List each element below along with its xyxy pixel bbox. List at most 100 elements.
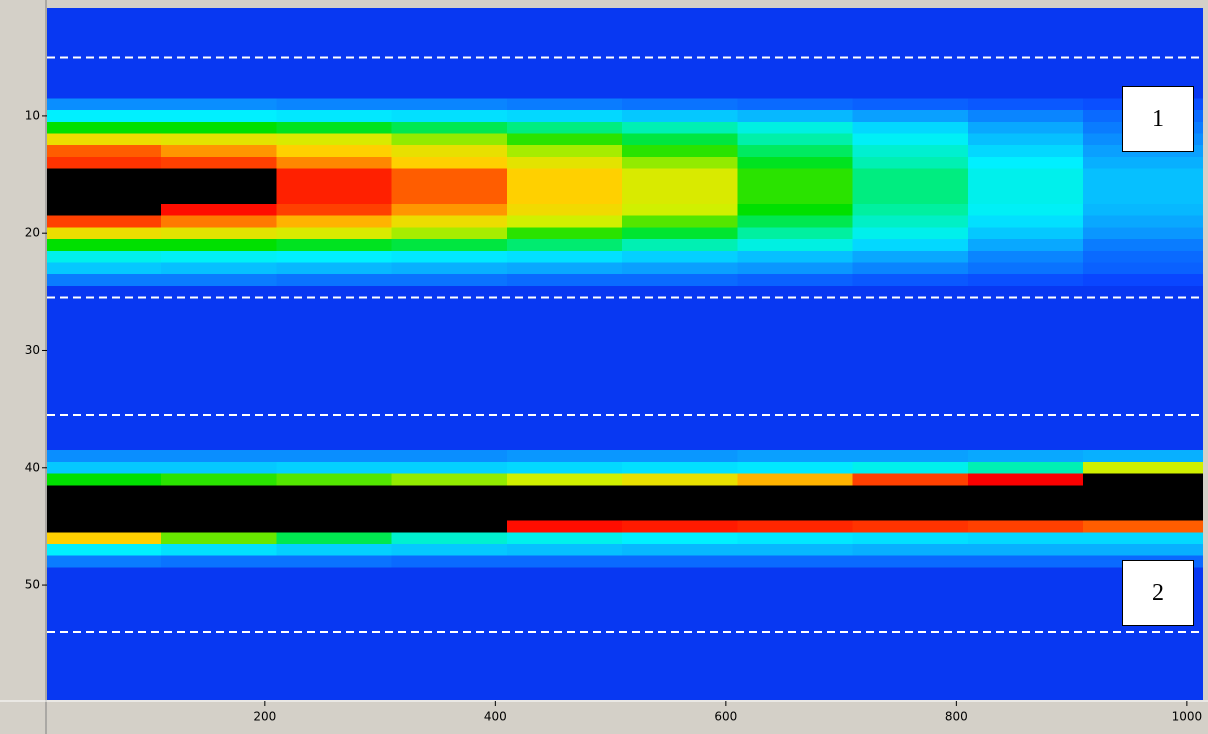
- heat-cell: [1083, 180, 1203, 193]
- heat-cell: [967, 473, 1084, 486]
- heat-cell: [506, 532, 623, 545]
- heat-cell: [737, 192, 854, 205]
- heat-cell: [391, 508, 508, 522]
- heat-cell: [47, 508, 162, 522]
- heat-cell: [391, 121, 508, 134]
- heat-cell: [506, 215, 623, 228]
- heat-cell: [506, 274, 623, 287]
- heat-cell: [276, 485, 393, 498]
- heat-cell: [622, 497, 738, 510]
- heat-cell: [852, 168, 969, 181]
- heat-cell: [47, 497, 162, 510]
- heat-cell: [47, 473, 162, 486]
- heat-cell: [967, 133, 1084, 146]
- heat-cell: [506, 485, 623, 498]
- heat-cell: [506, 262, 623, 275]
- heat-cell: [47, 544, 162, 557]
- heat-cell: [737, 203, 854, 217]
- heat-cell: [622, 98, 738, 111]
- heat-cell: [161, 250, 277, 264]
- heat-cell: [622, 8, 738, 99]
- heat-cell: [161, 262, 277, 275]
- heat-cell: [852, 145, 969, 158]
- heat-cell: [161, 473, 277, 486]
- heat-cell: [391, 250, 508, 264]
- heat-cell: [1083, 192, 1203, 205]
- heat-cell: [276, 192, 393, 205]
- heat-cell: [506, 203, 623, 217]
- heat-cell: [161, 544, 277, 557]
- heat-cell: [622, 520, 738, 533]
- heat-cell: [47, 532, 162, 545]
- heat-cell: [276, 227, 393, 240]
- heat-cell: [967, 168, 1084, 181]
- heat-cell: [737, 485, 854, 498]
- heat-cell: [967, 203, 1084, 217]
- heat-cell: [47, 168, 162, 181]
- heat-cell: [967, 227, 1084, 240]
- heat-cell: [47, 274, 162, 287]
- heat-cell: [47, 133, 162, 146]
- heat-cell: [47, 485, 162, 498]
- heat-cell: [391, 180, 508, 193]
- heat-cell: [967, 156, 1084, 170]
- heat-cell: [852, 274, 969, 287]
- heat-cell: [161, 145, 277, 158]
- heat-cell: [506, 168, 623, 181]
- y-tick-label: 20: [25, 226, 40, 240]
- heat-cell: [276, 168, 393, 181]
- heat-cell: [1083, 250, 1203, 264]
- heat-cell: [506, 461, 623, 475]
- heat-cell: [161, 156, 277, 170]
- heat-cell: [622, 555, 738, 568]
- heat-cell: [161, 192, 277, 205]
- heat-cell: [852, 497, 969, 510]
- heat-cell: [276, 532, 393, 545]
- heat-cell: [622, 156, 738, 170]
- heat-cell: [737, 180, 854, 193]
- heat-cell: [1083, 215, 1203, 228]
- heat-cell: [967, 145, 1084, 158]
- heat-cell: [391, 473, 508, 486]
- heat-cell: [737, 110, 854, 123]
- heat-cell: [391, 133, 508, 146]
- heat-cell: [161, 274, 277, 287]
- heat-cell: [276, 544, 393, 557]
- heat-cell: [506, 98, 623, 111]
- heat-cell: [1083, 508, 1203, 522]
- heat-cell: [1083, 497, 1203, 510]
- heat-cell: [506, 567, 623, 700]
- heat-cell: [391, 156, 508, 170]
- heat-cell: [506, 239, 623, 252]
- heat-cell: [506, 121, 623, 134]
- heat-cell: [506, 555, 623, 568]
- heat-cell: [506, 180, 623, 193]
- heat-cell: [737, 497, 854, 510]
- heat-cell: [47, 145, 162, 158]
- heat-cell: [852, 227, 969, 240]
- heat-cell: [391, 274, 508, 287]
- heat-cell: [622, 250, 738, 264]
- x-tick-label: 1000: [1172, 710, 1203, 724]
- heat-cell: [1083, 262, 1203, 275]
- heat-cell: [161, 497, 277, 510]
- heat-cell: [737, 8, 854, 99]
- heat-cell: [391, 450, 508, 463]
- heat-cell: [276, 8, 393, 99]
- heat-cell: [391, 192, 508, 205]
- y-tick-label: 50: [25, 578, 40, 592]
- heat-cell: [391, 262, 508, 275]
- heat-cell: [391, 98, 508, 111]
- heat-cell: [161, 8, 277, 99]
- heat-cell: [1083, 168, 1203, 181]
- heat-cell: [276, 203, 393, 217]
- heat-cell: [391, 555, 508, 568]
- heat-cell: [276, 180, 393, 193]
- heat-cell: [276, 262, 393, 275]
- heat-cell: [737, 520, 854, 533]
- heat-cell: [161, 567, 277, 700]
- heat-cell: [161, 227, 277, 240]
- heat-cell: [852, 239, 969, 252]
